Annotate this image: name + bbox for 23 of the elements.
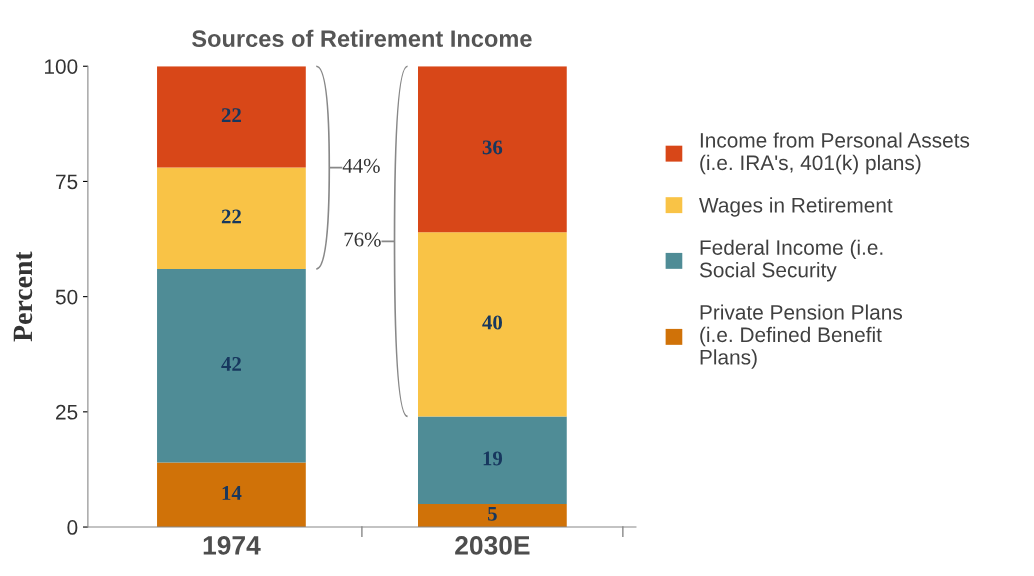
data-label: 22	[221, 108, 241, 122]
y-tick-label: 25	[56, 404, 78, 420]
data-label: 5	[488, 506, 497, 521]
y-tick-label: 50	[55, 289, 78, 305]
y-tick-label: 75	[56, 174, 78, 190]
annotation: 76%	[344, 232, 381, 247]
data-label: 14	[222, 486, 242, 500]
y-axis-title: Percent	[13, 251, 33, 342]
data-label: 19	[483, 451, 503, 466]
annotation: 44%	[342, 158, 380, 173]
data-label: 22	[221, 209, 241, 224]
legend-label: Federal Income (i.e. Social Security	[699, 239, 883, 282]
chart-title: Sources of Retirement Income	[192, 29, 532, 48]
legend-label: Private Pension Plans (i.e. Defined Benefit Plans)	[700, 304, 903, 369]
legend-label: Income from Personal Assets (i.e. IRA's, 401(k) plans)	[700, 132, 970, 175]
legend-label: Wages in Retirement	[699, 197, 893, 217]
data-label: 36	[482, 140, 503, 155]
data-label: 42	[221, 356, 241, 371]
x-tick-label: 2030E	[455, 536, 530, 555]
y-tick-label: 0	[67, 520, 78, 535]
y-tick-label: 100	[45, 59, 78, 74]
data-label: 40	[482, 315, 502, 330]
x-tick-label: 1974	[203, 536, 261, 555]
